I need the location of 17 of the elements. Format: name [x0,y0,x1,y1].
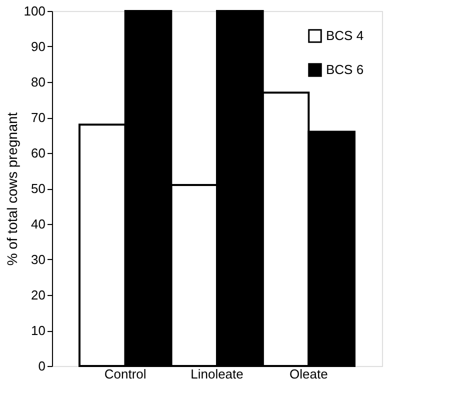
y-tick-label: 100 [24,4,46,18]
y-tick-label: 50 [31,181,46,196]
y-tick-label: 60 [31,146,46,160]
y-tick-label: 80 [31,74,46,90]
y-tick-label: 30 [31,252,46,267]
y-tick-label: 90 [31,39,46,54]
y-tick-label: 0 [38,358,46,374]
y-axis-title: % of total cows pregnant [4,112,20,266]
x-tick-label: Control [104,366,146,382]
legend-label: BCS 4 [326,28,364,43]
x-tick-label: Oleate [290,366,328,382]
y-tick-label: 40 [31,216,46,232]
y-tick-label: 10 [31,323,46,338]
legend-label: BCS 6 [326,62,364,77]
x-tick-label: Linoleate [190,366,244,382]
y-tick-label: 20 [31,288,46,302]
y-tick-label: 70 [31,110,46,125]
